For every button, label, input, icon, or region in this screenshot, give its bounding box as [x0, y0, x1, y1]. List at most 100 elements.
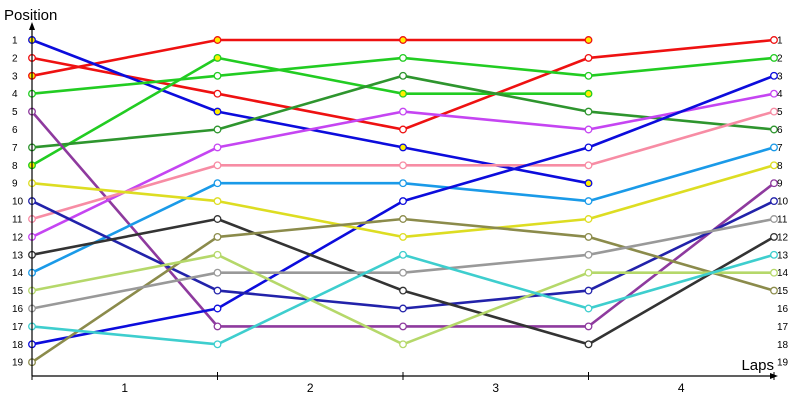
data-point: [770, 89, 778, 98]
data-point: [213, 53, 222, 62]
data-point: [213, 107, 222, 116]
data-point: [213, 286, 222, 295]
x-tick-label: 4: [678, 381, 685, 395]
y-tick-label: 13: [12, 250, 24, 261]
data-point: [213, 304, 222, 313]
data-point: [584, 161, 593, 170]
data-point: [584, 286, 593, 295]
data-point: [584, 53, 593, 62]
y-tick-label: 18: [12, 340, 24, 351]
y-tick-label-right: 8: [777, 161, 783, 172]
y-tick-label: 12: [12, 232, 24, 243]
data-point: [770, 179, 778, 188]
data-point: [399, 143, 407, 152]
data-point: [584, 232, 593, 241]
data-point: [213, 340, 222, 349]
y-tick-label: 6: [12, 125, 18, 136]
data-point: [584, 89, 593, 98]
y-tick-label: 1: [12, 36, 18, 47]
data-point: [399, 161, 407, 170]
y-tick-label: 10: [12, 197, 24, 208]
data-point: [584, 179, 593, 188]
y-tick-label: 15: [12, 286, 24, 297]
data-point: [213, 161, 222, 170]
data-point: [399, 125, 407, 134]
data-point: [399, 340, 407, 349]
data-point: [399, 89, 407, 98]
data-point: [399, 268, 407, 277]
data-point: [213, 71, 222, 80]
y-tick-label-right: 3: [777, 71, 783, 82]
y-tick-label-right: 15: [777, 286, 789, 297]
y-tick-label-right: 1: [777, 36, 783, 47]
data-point: [584, 322, 593, 331]
y-tick-label: 8: [12, 161, 18, 172]
y-tick-label-right: 9: [777, 179, 783, 190]
data-point: [213, 143, 222, 152]
x-tick-label: 3: [492, 381, 499, 395]
data-point: [213, 89, 222, 98]
y-tick-label-right: 5: [777, 107, 783, 118]
data-point: [770, 232, 778, 241]
x-tick-label: 2: [307, 381, 314, 395]
data-point: [770, 250, 778, 259]
data-point: [584, 125, 593, 134]
y-tick-label-right: 17: [777, 322, 789, 333]
y-tick-label-right: 7: [777, 143, 783, 154]
data-point: [399, 36, 407, 44]
y-tick-label-right: 11: [777, 215, 788, 226]
data-point: [213, 125, 222, 134]
data-point: [213, 232, 222, 241]
y-tick-label: 2: [12, 53, 18, 64]
data-point: [399, 304, 407, 313]
data-point: [584, 304, 593, 313]
data-point: [584, 36, 593, 44]
data-point: [770, 107, 778, 116]
data-point: [399, 322, 407, 331]
y-tick-label-right: 18: [777, 340, 789, 351]
y-tick-label: 7: [12, 143, 18, 154]
ticks-layer: 1234567891011121314151617181912345678910…: [12, 36, 789, 396]
points-layer: [28, 36, 778, 367]
data-point: [399, 250, 407, 259]
y-tick-label: 17: [12, 322, 24, 333]
data-point: [213, 215, 222, 223]
data-point: [399, 286, 407, 295]
y-tick-label-right: 13: [777, 250, 789, 261]
series-line: [31, 38, 589, 78]
data-point: [584, 340, 593, 349]
data-point: [399, 53, 407, 62]
data-point: [399, 197, 407, 206]
data-point: [770, 286, 778, 295]
data-point: [770, 215, 778, 223]
y-tick-label: 3: [12, 71, 18, 82]
y-tick-label: 9: [12, 179, 18, 190]
data-point: [584, 71, 593, 80]
data-point: [584, 107, 593, 116]
data-point: [770, 125, 778, 134]
data-point: [584, 197, 593, 206]
data-point: [584, 143, 593, 152]
data-point: [770, 268, 778, 277]
data-point: [770, 71, 778, 80]
x-tick-label: 1: [121, 381, 128, 395]
y-tick-label-right: 12: [777, 232, 789, 243]
data-point: [213, 322, 222, 331]
y-tick-label-right: 16: [777, 304, 789, 315]
y-tick-label: 14: [12, 268, 24, 279]
y-axis-title: Position: [4, 7, 57, 24]
data-point: [584, 250, 593, 259]
data-point: [770, 143, 778, 152]
data-point: [213, 179, 222, 188]
y-tick-label-right: 14: [777, 268, 789, 279]
data-point: [399, 215, 407, 223]
y-tick-label-right: 2: [777, 53, 783, 64]
data-point: [399, 71, 407, 80]
data-point: [213, 197, 222, 206]
y-tick-label-right: 6: [777, 125, 783, 136]
data-point: [584, 268, 593, 277]
data-point: [213, 250, 222, 259]
data-point: [399, 179, 407, 188]
data-point: [770, 53, 778, 62]
